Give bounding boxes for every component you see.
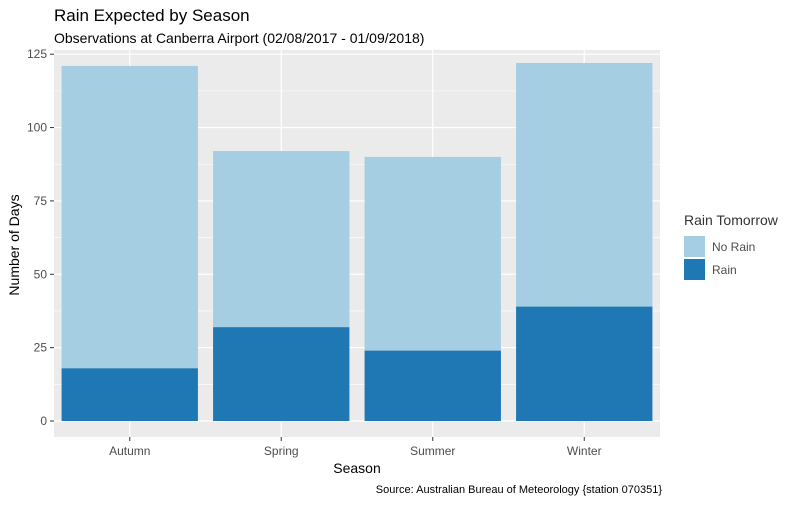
x-tick-label-autumn: Autumn [109,444,150,458]
legend-label-rain: Rain [712,262,737,277]
y-tick-label: 0 [40,414,47,428]
bar-no-rain-spring [213,151,350,328]
bar-rain-spring [213,327,350,421]
legend-label-no-rain: No Rain [712,239,756,254]
bar-no-rain-winter [516,63,653,307]
x-tick-label-winter: Winter [567,444,602,458]
chart-title: Rain Expected by Season [54,6,250,25]
y-tick-label: 25 [34,341,48,355]
legend-item-no-rain: No Rain [684,235,778,258]
bar-rain-summer [364,350,501,421]
bar-no-rain-summer [364,156,501,351]
bar-rain-autumn [61,368,198,421]
y-axis-label: Number of Days [6,194,22,295]
y-tick-label: 100 [27,121,47,135]
legend-item-rain: Rain [684,258,778,281]
x-axis: Autumn Spring Summer Winter [109,437,602,458]
x-tick-label-summer: Summer [410,444,455,458]
chart-subtitle: Observations at Canberra Airport (02/08/… [54,30,425,46]
legend-title: Rain Tomorrow [684,212,778,228]
bar-no-rain-autumn [61,65,198,369]
x-tick-label-spring: Spring [264,444,299,458]
legend: Rain Tomorrow No Rain Rain [684,212,778,281]
bar-rain-winter [516,306,653,421]
legend-key-rain [684,259,705,280]
x-axis-label: Season [333,460,380,476]
legend-key-no-rain [684,236,705,257]
y-axis: 0 25 50 75 100 125 [27,47,54,428]
y-tick-label: 125 [27,47,47,61]
bars [61,63,653,421]
y-tick-label: 75 [34,194,48,208]
chart-caption: Source: Australian Bureau of Meteorology… [375,484,662,496]
y-tick-label: 50 [34,267,48,281]
